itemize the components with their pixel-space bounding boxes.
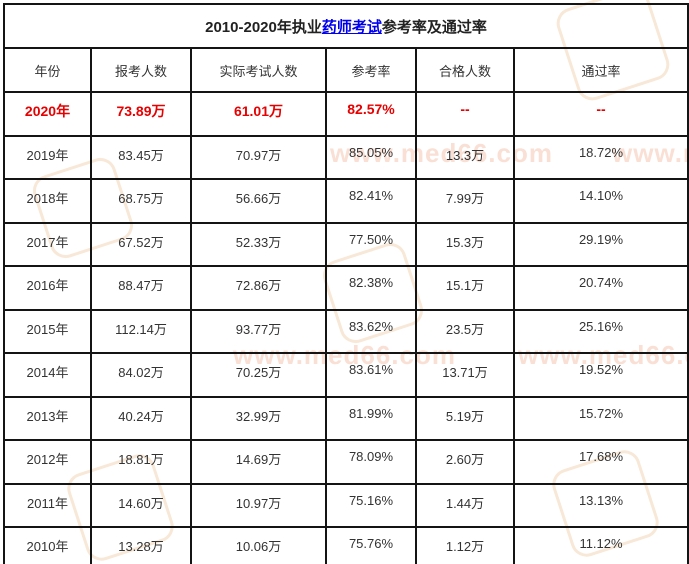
- table-cell: 83.61%: [325, 352, 417, 398]
- table-row: 2011年 14.60万 10.97万 75.16% 1.44万 13.13%: [3, 482, 689, 528]
- table-cell: 14.10%: [512, 178, 689, 224]
- table-cell: 73.89万: [90, 91, 192, 137]
- table-cell: 1.12万: [415, 526, 515, 564]
- table-cell: 75.16%: [325, 482, 417, 528]
- table-cell: 82.38%: [325, 265, 417, 311]
- table-cell: 84.02万: [90, 352, 192, 398]
- table-cell: 14.60万: [90, 482, 192, 528]
- table-cell: 1.44万: [415, 482, 515, 528]
- table-cell: 67.52万: [90, 221, 192, 267]
- table-cell: 61.01万: [190, 91, 327, 137]
- column-header: 年份: [3, 47, 92, 93]
- table-cell: 83.62%: [325, 308, 417, 354]
- table-row: 2010年 13.28万 10.06万 75.76% 1.12万 11.12%: [3, 526, 689, 564]
- table-row: 2017年 67.52万 52.33万 77.50% 15.3万 29.19%: [3, 221, 689, 267]
- table-cell: 40.24万: [90, 395, 192, 441]
- table-cell: 77.50%: [325, 221, 417, 267]
- table-row: 2018年 68.75万 56.66万 82.41% 7.99万 14.10%: [3, 178, 689, 224]
- table-cell: 13.71万: [415, 352, 515, 398]
- table-cell: 15.1万: [415, 265, 515, 311]
- table-cell: 75.76%: [325, 526, 417, 564]
- table-row: 2019年 83.45万 70.97万 85.05% 13.3万 18.72%: [3, 134, 689, 180]
- table-cell: 72.86万: [190, 265, 327, 311]
- table-cell: 11.12%: [512, 526, 689, 564]
- table-row: 2016年 88.47万 72.86万 82.38% 15.1万 20.74%: [3, 265, 689, 311]
- table-cell: 2.60万: [415, 439, 515, 485]
- table-cell: 70.97万: [190, 134, 327, 180]
- table-cell: 15.3万: [415, 221, 515, 267]
- table-cell: 2018年: [3, 178, 92, 224]
- table-cell: 13.3万: [415, 134, 515, 180]
- table-row: 2014年 84.02万 70.25万 83.61% 13.71万 19.52%: [3, 352, 689, 398]
- table-row: 2013年 40.24万 32.99万 81.99% 5.19万 15.72%: [3, 395, 689, 441]
- table-cell: 2011年: [3, 482, 92, 528]
- table-cell: 2015年: [3, 308, 92, 354]
- column-header: 通过率: [512, 47, 689, 93]
- table-cell: 18.72%: [512, 134, 689, 180]
- table-cell: 83.45万: [90, 134, 192, 180]
- table-cell: 56.66万: [190, 178, 327, 224]
- table-cell: 10.97万: [190, 482, 327, 528]
- table-cell: 29.19%: [512, 221, 689, 267]
- table-cell: 68.75万: [90, 178, 192, 224]
- table-cell: 2010年: [3, 526, 92, 564]
- table-cell: 13.13%: [512, 482, 689, 528]
- table-row: 2020年 73.89万 61.01万 82.57% -- --: [3, 91, 689, 137]
- table-cell: 2020年: [3, 91, 92, 137]
- table-row: 2012年 18.81万 14.69万 78.09% 2.60万 17.68%: [3, 439, 689, 485]
- table-cell: 82.41%: [325, 178, 417, 224]
- table-cell: 81.99%: [325, 395, 417, 441]
- table-cell: 2013年: [3, 395, 92, 441]
- table-cell: 2012年: [3, 439, 92, 485]
- table-cell: 112.14万: [90, 308, 192, 354]
- table-cell: 2016年: [3, 265, 92, 311]
- table-row: 2015年 112.14万 93.77万 83.62% 23.5万 25.16%: [3, 308, 689, 354]
- table-title: 2010-2020年执业药师考试参考率及通过率: [2, 3, 689, 49]
- exam-stats-table: 2010-2020年执业药师考试参考率及通过率 年份 报考人数 实际考试人数 参考率合…: [2, 3, 689, 564]
- title-suffix: 参考率及通过率: [381, 18, 487, 36]
- table-cell: 20.74%: [512, 265, 689, 311]
- column-header: 实际考试人数: [190, 47, 327, 93]
- table-cell: 10.06万: [190, 526, 327, 564]
- table-cell: 19.52%: [512, 352, 689, 398]
- table-cell: 85.05%: [325, 134, 417, 180]
- column-header: 参考率: [325, 47, 417, 93]
- table-cell: 7.99万: [415, 178, 515, 224]
- table-cell: 52.33万: [190, 221, 327, 267]
- table-cell: 25.16%: [512, 308, 689, 354]
- table-cell: 88.47万: [90, 265, 192, 311]
- table-cell: 2014年: [3, 352, 92, 398]
- table-cell: 23.5万: [415, 308, 515, 354]
- table-cell: 18.81万: [90, 439, 192, 485]
- column-header: 合格人数: [415, 47, 515, 93]
- pharmacist-exam-link[interactable]: 药师考试: [321, 18, 382, 36]
- title-prefix: 2010-2020年执业: [205, 18, 322, 36]
- title-row: 2010-2020年执业药师考试参考率及通过率: [2, 3, 689, 49]
- table-cell: 14.69万: [190, 439, 327, 485]
- table-cell: 2017年: [3, 221, 92, 267]
- table-cell: --: [512, 91, 689, 137]
- table-cell: 32.99万: [190, 395, 327, 441]
- column-header: 报考人数: [90, 47, 192, 93]
- table-cell: 15.72%: [512, 395, 689, 441]
- table-cell: 82.57%: [325, 91, 417, 137]
- table-cell: 2019年: [3, 134, 92, 180]
- table-cell: 78.09%: [325, 439, 417, 485]
- table-cell: --: [415, 91, 515, 137]
- table-cell: 70.25万: [190, 352, 327, 398]
- table-cell: 13.28万: [90, 526, 192, 564]
- header-row: 年份 报考人数 实际考试人数 参考率 合格人数 通过率: [3, 47, 689, 93]
- table-cell: 17.68%: [512, 439, 689, 485]
- table-cell: 93.77万: [190, 308, 327, 354]
- table-cell: 5.19万: [415, 395, 515, 441]
